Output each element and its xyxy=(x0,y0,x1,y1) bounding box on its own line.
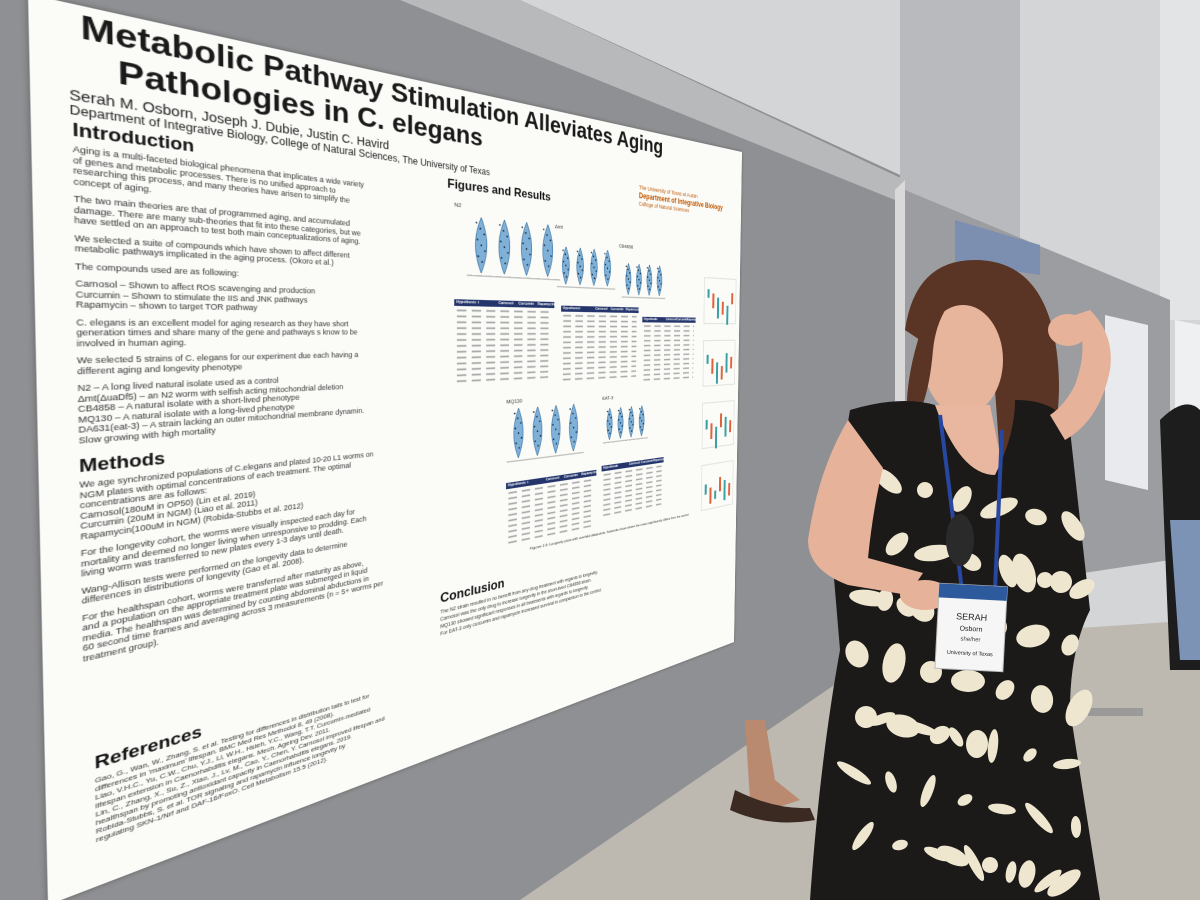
flower xyxy=(885,771,897,793)
flower xyxy=(995,680,1015,700)
badge-name: SERAH xyxy=(956,611,987,623)
flower xyxy=(920,775,936,807)
flower xyxy=(957,794,973,806)
flower xyxy=(951,669,985,693)
flower xyxy=(882,643,906,683)
flower xyxy=(1047,869,1081,897)
flower xyxy=(1011,553,1037,593)
flower xyxy=(937,845,969,867)
flower xyxy=(1070,816,1082,838)
stand-foot xyxy=(1088,708,1143,716)
flower xyxy=(892,839,908,851)
side-poster xyxy=(1105,315,1148,490)
flower xyxy=(1025,508,1047,526)
badge-pronouns: she/her xyxy=(960,637,980,644)
hand xyxy=(1048,314,1088,346)
badge-header xyxy=(938,583,1008,601)
pillar xyxy=(1160,0,1200,320)
visitor xyxy=(1170,520,1200,660)
flower xyxy=(1050,571,1072,593)
flower xyxy=(1005,861,1017,883)
flower xyxy=(963,845,985,881)
flower xyxy=(1069,579,1095,599)
flower xyxy=(917,482,933,498)
arm xyxy=(1050,310,1111,440)
sandal xyxy=(730,790,815,823)
flower xyxy=(852,821,874,851)
flower xyxy=(988,803,1016,815)
flower xyxy=(965,730,989,758)
flower xyxy=(885,532,909,556)
sunglasses xyxy=(946,514,974,566)
hair xyxy=(906,280,978,430)
flower xyxy=(1053,758,1081,770)
flower xyxy=(914,544,954,562)
badge-surname: Osborn xyxy=(959,625,982,633)
flower xyxy=(1030,685,1054,713)
badge: SERAH Osborn she/her University of Texas xyxy=(934,582,1008,673)
hand xyxy=(900,580,950,610)
arm xyxy=(808,420,923,595)
badge-org: University of Texas xyxy=(947,650,994,658)
flower xyxy=(1034,869,1062,893)
flower xyxy=(899,720,939,736)
flower xyxy=(1016,624,1050,648)
lanyard xyxy=(993,429,1004,591)
flower xyxy=(868,712,896,726)
flower xyxy=(948,727,964,747)
flower xyxy=(1018,860,1036,888)
flower xyxy=(1037,572,1053,588)
flower xyxy=(1023,748,1037,762)
flower xyxy=(1065,689,1093,727)
board-frame xyxy=(400,0,905,200)
flower xyxy=(1025,802,1053,834)
side-poster xyxy=(1175,320,1200,420)
flower xyxy=(845,640,869,668)
flower xyxy=(1061,511,1085,541)
flower xyxy=(1061,634,1079,656)
legs xyxy=(745,720,800,810)
flower xyxy=(952,486,972,512)
flower xyxy=(987,729,999,763)
face xyxy=(923,305,1003,415)
flower xyxy=(982,857,999,873)
flower xyxy=(876,589,894,611)
flower xyxy=(837,761,871,785)
